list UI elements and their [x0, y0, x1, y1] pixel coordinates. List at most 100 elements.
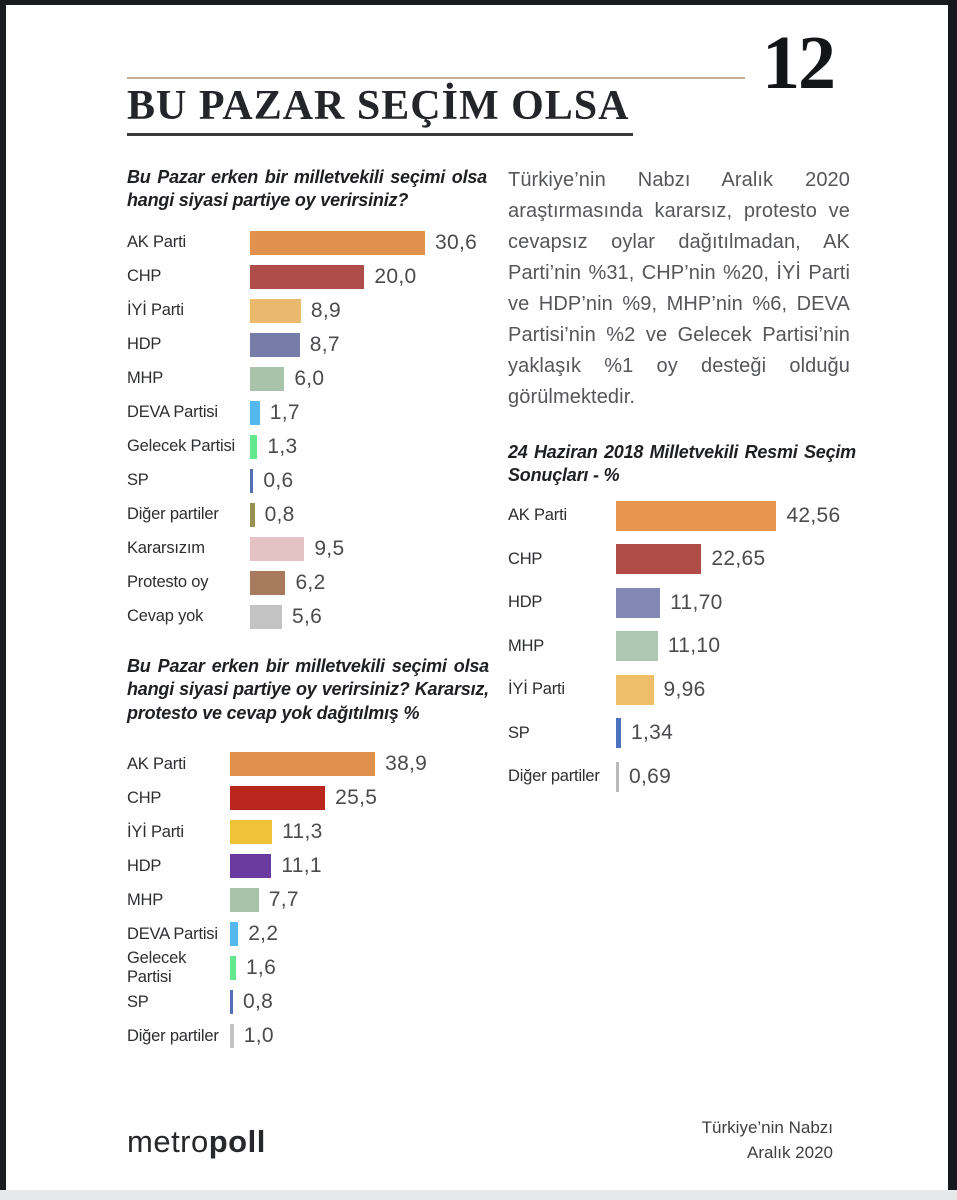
chart-rows: AK Parti 38,9 CHP 25,5 İYİ Parti 11,3 HDP 11,1 M… [127, 747, 489, 1053]
party-label: SP [127, 992, 149, 1011]
bar-value-label: 11,3 [282, 820, 323, 844]
party-label: Cevap yok [127, 607, 204, 626]
chart-row: SP 0,6 [127, 464, 487, 498]
bar-value-label: 0,8 [264, 502, 295, 526]
intro-paragraph: Türkiye’nin Nabzı Aralık 2020 araştırmas… [508, 169, 850, 408]
chart-row: CHP 22,65 [508, 537, 856, 581]
logo-text-poll: poll [208, 1124, 266, 1159]
party-label: AK Parti [127, 754, 186, 773]
party-label: İYİ Parti [127, 822, 184, 841]
bar-value-label: 38,9 [385, 752, 428, 776]
footer-survey-name: Türkiye’nin Nabzı Aralık 2020 [600, 1116, 833, 1165]
party-label: SP [127, 471, 149, 490]
bar [250, 230, 426, 255]
bar-value-label: 1,0 [243, 1024, 274, 1048]
bar-value-label: 25,5 [335, 786, 378, 810]
bar-value-label: 11,10 [667, 634, 721, 658]
party-label: HDP [508, 593, 543, 612]
party-label: DEVA Partisi [127, 403, 218, 422]
bar-value-label: 7,7 [268, 888, 299, 912]
page-title: BU PAZAR SEÇİM OLSA [127, 82, 634, 137]
party-label: CHP [127, 788, 162, 807]
bar-value-label: 6,0 [294, 366, 325, 390]
bar-value-label: 30,6 [435, 230, 478, 254]
chart-row: DEVA Partisi 1,7 [127, 396, 487, 430]
bar [616, 761, 619, 792]
bar [250, 400, 260, 425]
party-label: CHP [508, 549, 543, 568]
bar [230, 752, 376, 777]
bar [230, 786, 326, 811]
party-label: AK Parti [508, 506, 567, 525]
bar-value-label: 1,7 [269, 400, 300, 424]
page-border-left [0, 0, 6, 1191]
bar [230, 888, 259, 913]
chart-row: Gelecek Partisi 1,6 [127, 949, 489, 987]
bar [230, 820, 273, 845]
bar-value-label: 1,3 [267, 434, 298, 458]
bar [250, 536, 305, 561]
party-label: Diğer partiler [127, 505, 219, 524]
party-label: İYİ Parti [508, 680, 565, 699]
bar [230, 1024, 234, 1049]
page-number: 12 [762, 21, 836, 105]
party-label: Diğer partiler [127, 1026, 219, 1045]
bar [250, 604, 283, 629]
chart-row: SP 1,34 [508, 711, 856, 755]
party-label: DEVA Partisi [127, 924, 218, 943]
party-label: CHP [127, 267, 162, 286]
bar [250, 264, 365, 289]
bar [250, 502, 255, 527]
party-label: HDP [127, 856, 162, 875]
chart-rows: AK Parti 42,56 CHP 22,65 HDP 11,70 MHP 11,10 İYİ… [508, 494, 856, 799]
party-label: SP [508, 723, 530, 742]
chart-row: Protesto oy 6,2 [127, 566, 487, 600]
bar-value-label: 8,9 [310, 298, 341, 322]
chart-row: İYİ Parti 8,9 [127, 294, 487, 328]
party-label: HDP [127, 335, 162, 354]
logo-text-metro: metro [127, 1124, 209, 1159]
chart-rows: AK Parti 30,6 CHP 20,0 İYİ Parti 8,9 HDP 8,7 MHP… [127, 226, 487, 634]
bar [230, 990, 233, 1015]
chart-distributed-vote-intention: Bu Pazar erken bir milletvekili seçimi o… [127, 655, 489, 1053]
page-border-bottom [0, 1190, 957, 1200]
bar-value-label: 42,56 [786, 503, 841, 527]
chart-row: CHP 20,0 [127, 260, 487, 294]
chart-row: AK Parti 38,9 [127, 747, 489, 781]
page-border-top [0, 0, 957, 5]
footer-line-2: Aralık 2020 [747, 1142, 833, 1162]
chart-row: HDP 8,7 [127, 328, 487, 362]
chart-row: MHP 6,0 [127, 362, 487, 396]
chart-official-2018-results: 24 Haziran 2018 Milletvekili Resmi Seçim… [508, 441, 856, 798]
chart-row: MHP 7,7 [127, 883, 489, 917]
header-rule [127, 77, 745, 79]
chart-question-title: 24 Haziran 2018 Milletvekili Resmi Seçim… [508, 442, 856, 486]
chart-current-vote-intention: Bu Pazar erken bir milletvekili seçimi o… [127, 166, 487, 634]
bar [616, 674, 654, 705]
chart-row: CHP 25,5 [127, 781, 489, 815]
bar-value-label: 20,0 [374, 264, 417, 288]
bar [616, 718, 622, 749]
party-label: Gelecek Partisi [127, 437, 235, 456]
party-label: Gelecek Partisi [127, 949, 187, 987]
chart-row: Gelecek Partisi 1,3 [127, 430, 487, 464]
chart-row: DEVA Partisi 2,2 [127, 917, 489, 951]
bar-value-label: 2,2 [248, 922, 279, 946]
bar [250, 298, 301, 323]
bar [250, 332, 300, 357]
chart-row: AK Parti 42,56 [508, 494, 856, 538]
bar [230, 922, 239, 947]
chart-row: Kararsızım 9,5 [127, 532, 487, 566]
bar-value-label: 11,1 [281, 854, 322, 878]
chart-question-title: Bu Pazar erken bir milletvekili seçimi o… [127, 167, 487, 211]
page-border-right [948, 0, 957, 1191]
bar-value-label: 11,70 [670, 590, 723, 614]
chart-question-title: Bu Pazar erken bir milletvekili seçimi o… [127, 656, 489, 723]
bar [230, 956, 236, 981]
party-label: İYİ Parti [127, 301, 184, 320]
bar-value-label: 0,8 [243, 990, 274, 1014]
bar-value-label: 9,96 [663, 677, 706, 701]
metropoll-logo: metropoll [127, 1124, 266, 1160]
bar-value-label: 8,7 [309, 332, 340, 356]
bar-value-label: 0,69 [629, 764, 672, 788]
